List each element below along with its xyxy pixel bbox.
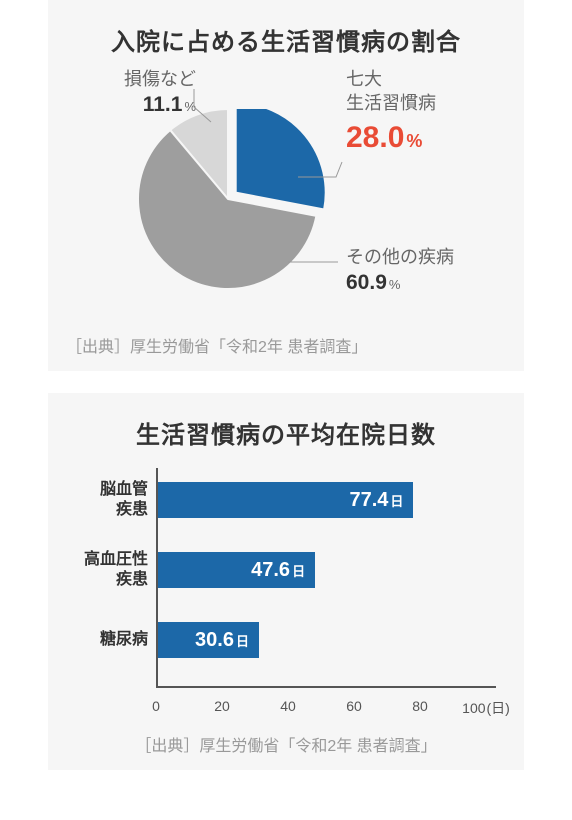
bar-tick: 0	[152, 698, 160, 714]
bar-tick-suffix: (日)	[487, 700, 510, 716]
bar-row: 糖尿病 30.6日	[66, 618, 496, 662]
bar-panel: 生活習慣病の平均在院日数 0 20 40 60 80 100(日) 脳血管疾患 77.4日高…	[48, 393, 524, 770]
bar-tick: 40	[280, 698, 296, 714]
pie-label-injury-pct: 11.1	[143, 93, 183, 116]
pie-slice-1	[236, 109, 326, 209]
pie-title: 入院に占める生活習慣病の割合	[66, 22, 506, 57]
pie-source: ［出典］厚生労働省「令和2年 患者調査」	[66, 333, 506, 357]
pie-label-injury-text: 損傷など	[124, 67, 196, 91]
pie-label-lifestyle-unit: %	[406, 131, 422, 151]
bar-source: ［出典］厚生労働省「令和2年 患者調査」	[66, 732, 506, 756]
bar-tick: 20	[214, 698, 230, 714]
bar-category-label: 高血圧性疾患	[66, 550, 148, 590]
bar-row: 高血圧性疾患 47.6日	[66, 548, 496, 592]
bar-value: 77.4日	[349, 489, 403, 512]
pie-label-injury-unit: %	[184, 99, 196, 114]
pie-label-lifestyle-line2: 生活習慣病	[346, 91, 436, 115]
pie-label-lifestyle-line1: 七大	[346, 67, 436, 91]
bar-value: 30.6日	[195, 629, 249, 652]
pie-label-other: その他の疾病 60.9%	[346, 245, 454, 298]
pie-label-other-unit: %	[389, 277, 401, 292]
pie-svg	[138, 109, 338, 309]
pie-label-other-text: その他の疾病	[346, 245, 454, 269]
bar-tick: 100(日)	[462, 698, 510, 718]
pie-label-injury: 損傷など 11.1%	[124, 67, 196, 120]
bar-category-label: 脳血管疾患	[66, 480, 148, 520]
pie-chart: 損傷など 11.1% 七大 生活習慣病 28.0% その他の疾病 60.9%	[66, 67, 506, 327]
bar-tick: 80	[412, 698, 428, 714]
pie-label-other-pct: 60.9	[346, 271, 387, 294]
pie-label-lifestyle: 七大 生活習慣病 28.0%	[346, 67, 436, 158]
bar-value: 47.6日	[251, 559, 305, 582]
pie-panel: 入院に占める生活習慣病の割合 損傷など 11.1% 七大 生活習慣病 28.0%…	[48, 0, 524, 371]
bar-rect: 30.6日	[158, 622, 259, 658]
bar-axis-x	[156, 686, 496, 688]
bar-tick: 60	[346, 698, 362, 714]
bar-chart: 020406080100(日) 脳血管疾患77.4日高血圧性疾患47.6日糖尿病…	[66, 468, 506, 718]
bar-rect: 77.4日	[158, 482, 413, 518]
bar-ticks: 020406080100(日)	[156, 692, 496, 718]
bar-category-label: 糖尿病	[66, 630, 148, 650]
bar-title: 生活習慣病の平均在院日数	[66, 415, 506, 450]
bar-row: 脳血管疾患 77.4日	[66, 478, 496, 522]
bar-rect: 47.6日	[158, 552, 315, 588]
pie-label-lifestyle-pct: 28.0	[346, 118, 404, 159]
